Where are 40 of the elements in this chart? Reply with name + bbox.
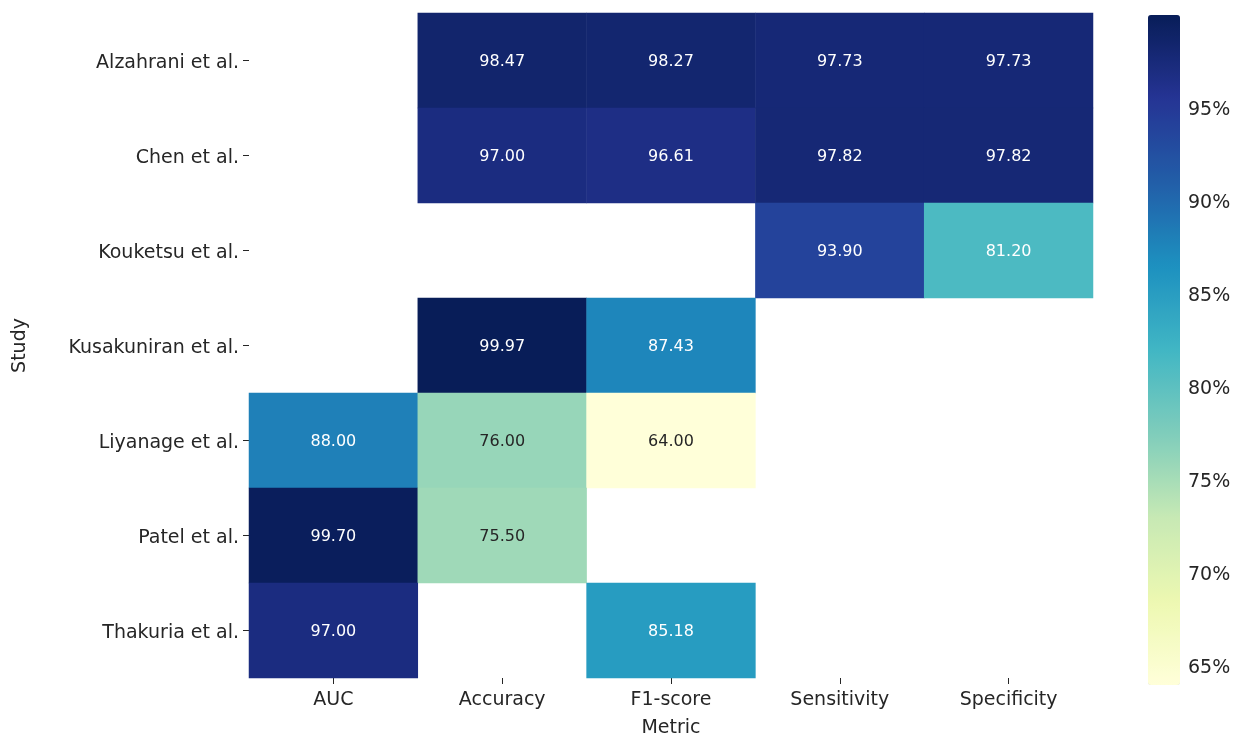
x-axis-title: Metric (641, 714, 701, 737)
data-label: 99.97 (479, 336, 526, 355)
y-tick-label: Alzahrani et al. (96, 49, 239, 72)
y-tick-label: Chen et al. (135, 144, 239, 167)
color-bar-label: 65% (1188, 655, 1231, 678)
data-label: 97.73 (985, 51, 1032, 70)
data-label: 88.00 (310, 431, 357, 450)
y-axis-title: Study (6, 318, 29, 373)
y-tick-label: Liyanage et al. (98, 429, 239, 452)
data-label: 96.61 (648, 146, 694, 165)
data-label: 75.50 (479, 526, 526, 545)
y-tick-label: Kusakuniran et al. (68, 334, 239, 357)
y-tick-label: Kouketsu et al. (98, 239, 239, 262)
data-label: 76.00 (479, 431, 526, 450)
data-label: 97.00 (479, 146, 526, 165)
data-label: 98.47 (479, 51, 526, 70)
data-label: 97.73 (816, 51, 863, 70)
color-bar-label: 80% (1188, 375, 1231, 398)
color-bar-label: 85% (1188, 282, 1231, 305)
data-label: 64.00 (648, 431, 694, 450)
data-label: 93.90 (816, 241, 863, 260)
data-label: 85.18 (648, 621, 694, 640)
y-tick-label: Patel et al. (138, 524, 239, 547)
data-label: 99.70 (310, 526, 357, 545)
data-label: 98.27 (648, 51, 694, 70)
data-label: 81.20 (985, 241, 1032, 260)
color-bar-label: 95% (1188, 96, 1231, 119)
x-tick-label: F1-score (630, 686, 712, 709)
data-label: 97.82 (985, 146, 1032, 165)
data-label: 97.82 (816, 146, 863, 165)
color-bar-label: 75% (1188, 469, 1231, 492)
x-tick-label: AUC (313, 686, 354, 709)
data-label: 87.43 (648, 336, 694, 355)
color-bar-label: 90% (1188, 189, 1231, 212)
y-tick-label: Thakuria et al. (101, 619, 239, 642)
data-label: 97.00 (310, 621, 357, 640)
color-bar-label: 70% (1188, 562, 1231, 585)
x-tick-label: Sensitivity (790, 686, 890, 709)
x-tick-label: Specificity (959, 686, 1058, 709)
x-tick-label: Accuracy (458, 686, 546, 709)
